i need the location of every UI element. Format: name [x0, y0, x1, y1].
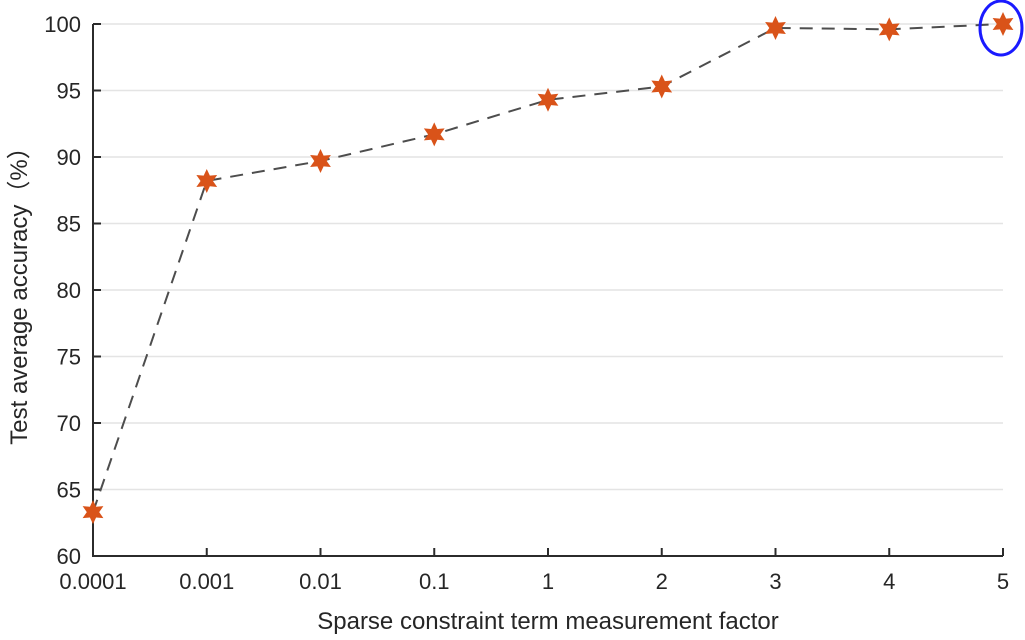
x-tick-label: 3: [769, 569, 781, 594]
data-point-marker: [537, 87, 559, 112]
y-tick-label: 100: [44, 12, 81, 37]
y-tick-label: 95: [57, 79, 81, 104]
y-tick-label: 60: [57, 544, 81, 569]
data-series: [82, 12, 1014, 525]
data-point-marker: [651, 74, 673, 99]
y-axis-title: Test average accuracy（%）: [6, 135, 33, 444]
highlight-ellipse: [978, 0, 1024, 57]
data-point-marker: [310, 148, 331, 173]
x-tick-label: 0.0001: [59, 569, 126, 594]
y-tick-label: 75: [57, 345, 81, 370]
y-tick-label: 80: [57, 278, 81, 303]
x-tick-label: 0.001: [179, 569, 234, 594]
y-tick-label: 90: [57, 145, 81, 170]
x-tick-label: 0.1: [419, 569, 450, 594]
data-point-marker: [82, 500, 104, 525]
x-tick-label: 1: [542, 569, 554, 594]
x-axis-title: Sparse constraint term measurement facto…: [317, 608, 779, 635]
data-point-marker: [423, 122, 445, 147]
y-tick-label: 85: [57, 212, 81, 237]
annotations: [978, 0, 1024, 57]
x-tick-label: 0.01: [299, 569, 342, 594]
data-point-marker: [878, 17, 900, 42]
y-tick-label: 70: [57, 411, 81, 436]
axes: 60 65 70 75 80 85 90 95 100 0.0001 0.001 0.01 0.1 1 2 3…: [44, 12, 1009, 594]
data-point-marker: [196, 168, 218, 193]
gridlines: [93, 23, 1003, 491]
x-tick-label: 5: [997, 569, 1009, 594]
y-tick-label: 65: [57, 478, 81, 503]
x-tick-label: 4: [883, 569, 895, 594]
data-point-marker: [765, 15, 786, 40]
x-tick-label: 2: [656, 569, 668, 594]
data-point-marker: [992, 12, 1014, 36]
series-line: [92, 23, 1004, 513]
